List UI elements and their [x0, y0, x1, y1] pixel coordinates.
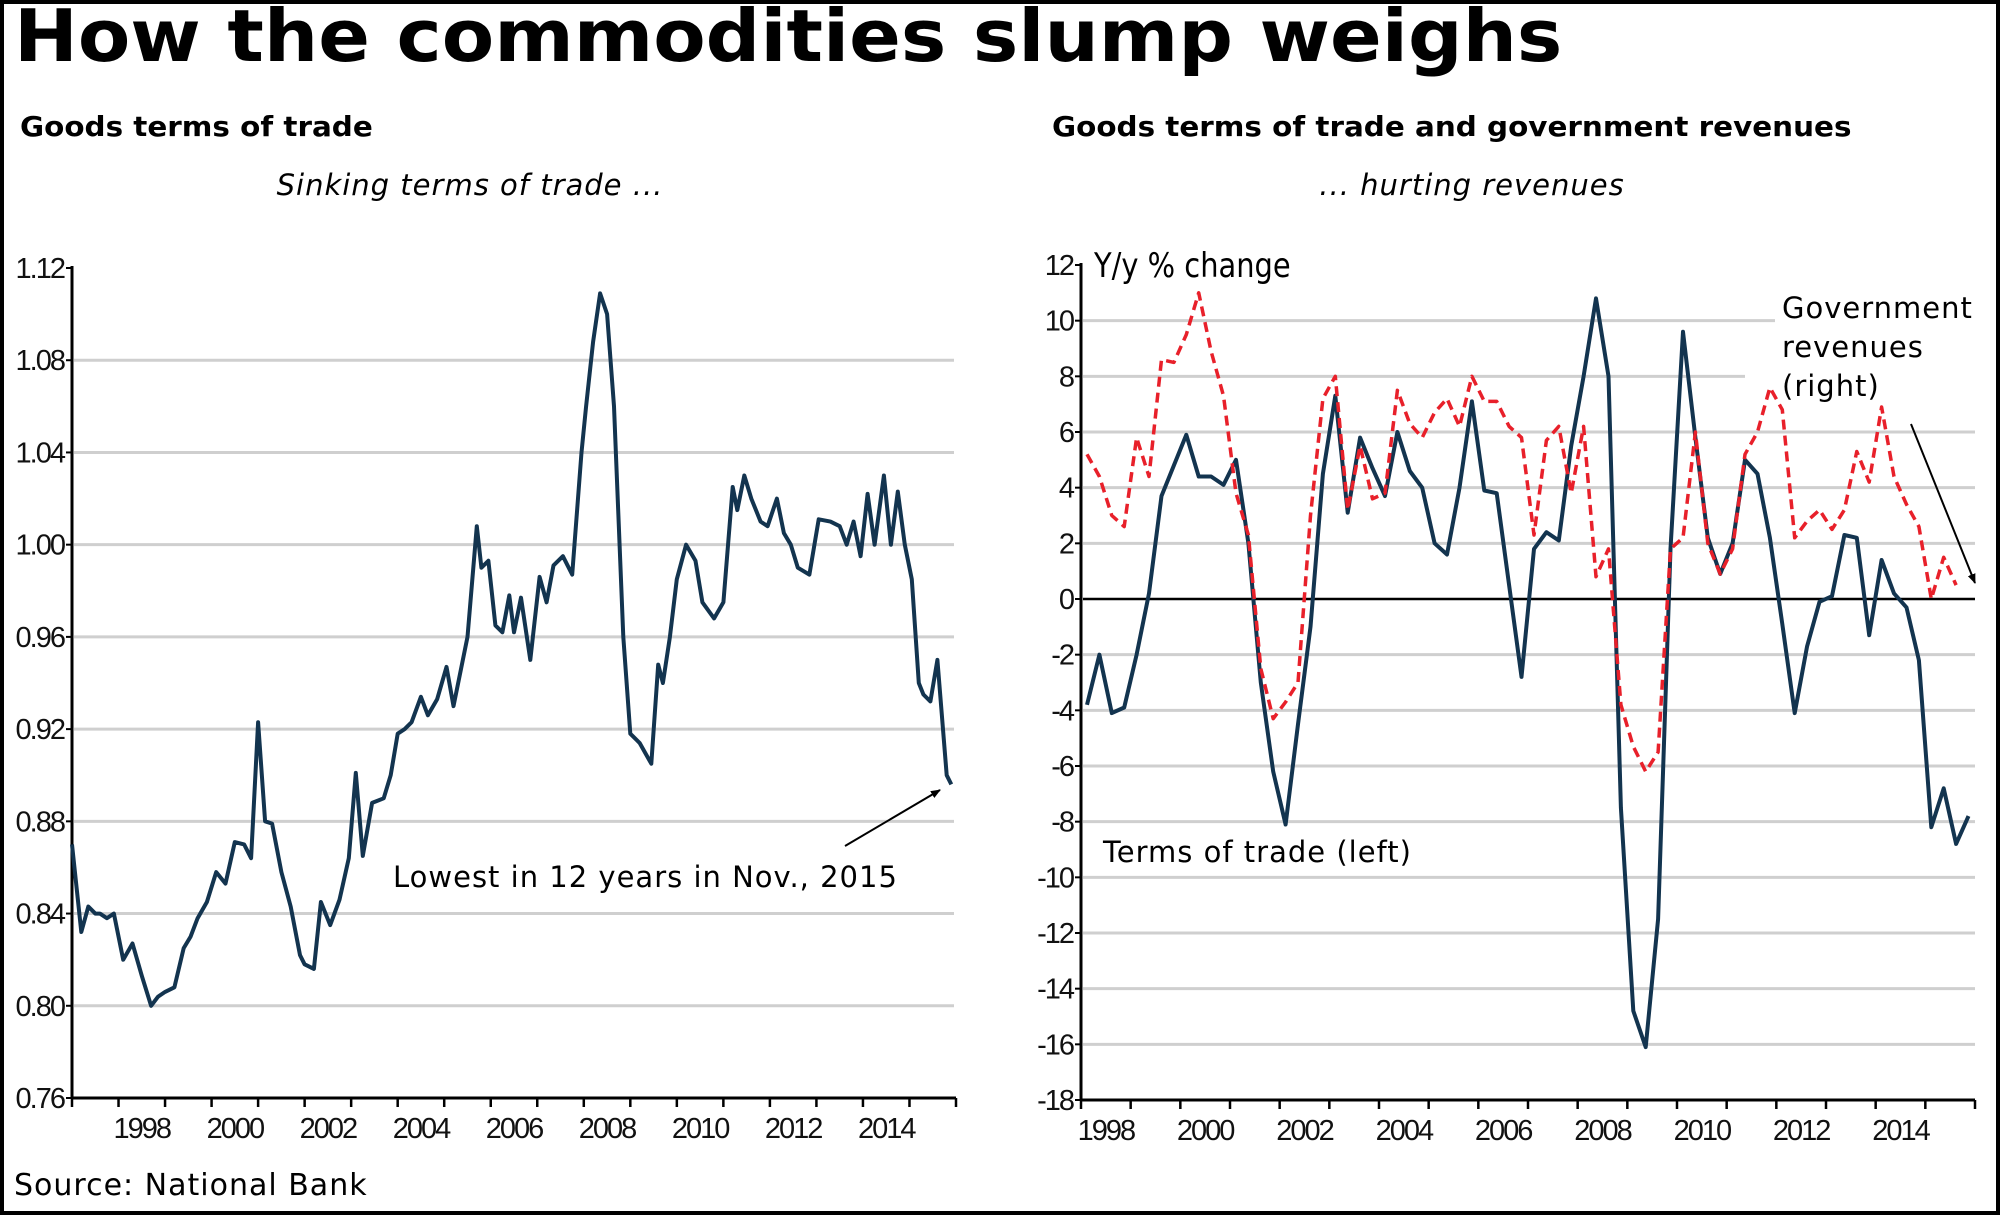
y-tick-label: 0.96 [16, 622, 65, 654]
y-tick-label: 10 [1045, 306, 1074, 338]
x-tick-label: 2000 [1177, 1115, 1234, 1147]
x-tick-label: 2000 [207, 1113, 264, 1145]
y-tick-label: 4 [1059, 473, 1075, 505]
y-tick-label: -14 [1037, 974, 1075, 1006]
y-tick-label: 0.80 [16, 991, 65, 1023]
main-title: How the commodities slump weighs [14, 0, 1563, 78]
y-tick-label: 8 [1059, 361, 1074, 393]
y-tick-label: 6 [1059, 417, 1074, 449]
x-tick-label: 1998 [1078, 1115, 1135, 1147]
series-line-goods-terms-of-trade [70, 291, 954, 1008]
y-tick-label: 0.84 [16, 899, 66, 931]
x-tick-label: 2006 [1475, 1115, 1532, 1147]
y-tick-label: 1.12 [16, 253, 65, 285]
annotation-lowest: Lowest in 12 years in Nov., 2015 [393, 860, 898, 894]
y-tick-label: 0.92 [16, 714, 65, 746]
series-line-government-revenues-right [1085, 291, 1958, 774]
y-tick-label: -4 [1051, 695, 1075, 727]
y-tick-label: -8 [1051, 807, 1074, 839]
x-tick-label: 2006 [486, 1113, 543, 1145]
y-tick-label: 1.04 [16, 437, 66, 469]
x-tick-label: 2008 [579, 1113, 636, 1145]
y-tick-label: -10 [1037, 862, 1074, 894]
y-tick-label: 2 [1059, 528, 1074, 560]
source-note: Source: National Bank [14, 1168, 368, 1203]
y-tick-label: -2 [1051, 640, 1074, 672]
annotation-arrow [1910, 423, 1976, 584]
left-panel-subtitle: Sinking terms of trade ... [276, 168, 664, 202]
x-tick-label: 2012 [1773, 1115, 1830, 1147]
y-tick-label: 0.76 [16, 1083, 65, 1115]
y-tick-label: -12 [1037, 918, 1074, 950]
annotation-arrow [844, 789, 941, 847]
x-tick-label: 2010 [672, 1113, 729, 1145]
label-government-revenues: (right) [1782, 369, 1880, 403]
x-tick-label: 2012 [765, 1113, 822, 1145]
y-tick-label: 1.08 [16, 345, 65, 377]
y-tick-label: -16 [1037, 1029, 1074, 1061]
x-tick-label: 1998 [114, 1113, 171, 1145]
y-axis-title: Y/y % change [1093, 247, 1291, 286]
x-tick-label: 2002 [300, 1113, 357, 1145]
x-tick-label: 2004 [393, 1113, 451, 1145]
x-tick-label: 2010 [1674, 1115, 1731, 1147]
y-tick-label: 0.88 [16, 806, 65, 838]
left-chart: 0.76 0.80 0.84 0.88 0.92 0.96 1.00 1.04 1.08 1.12… [16, 253, 958, 1145]
x-tick-label: 2008 [1574, 1115, 1631, 1147]
y-tick-label: 12 [1045, 250, 1074, 282]
label-government-revenues: revenues [1782, 330, 1924, 364]
y-tick-label: -18 [1037, 1085, 1074, 1117]
series-line-terms-of-trade-left [1085, 296, 1971, 1050]
right-panel-title: Goods terms of trade and government reve… [1052, 110, 1852, 143]
left-panel-title: Goods terms of trade [20, 110, 373, 143]
x-tick-label: 2014 [858, 1113, 916, 1145]
right-panel-subtitle: ... hurting revenues [1319, 168, 1625, 202]
label-government-revenues: Government [1782, 291, 1973, 325]
x-tick-label: 2002 [1276, 1115, 1333, 1147]
y-tick-label: -6 [1051, 751, 1074, 783]
label-terms-of-trade: Terms of trade (left) [1102, 835, 1412, 869]
y-tick-label: 1.00 [16, 530, 65, 562]
x-tick-label: 2014 [1872, 1115, 1930, 1147]
y-tick-label: 0 [1059, 584, 1074, 616]
x-tick-label: 2004 [1376, 1115, 1434, 1147]
